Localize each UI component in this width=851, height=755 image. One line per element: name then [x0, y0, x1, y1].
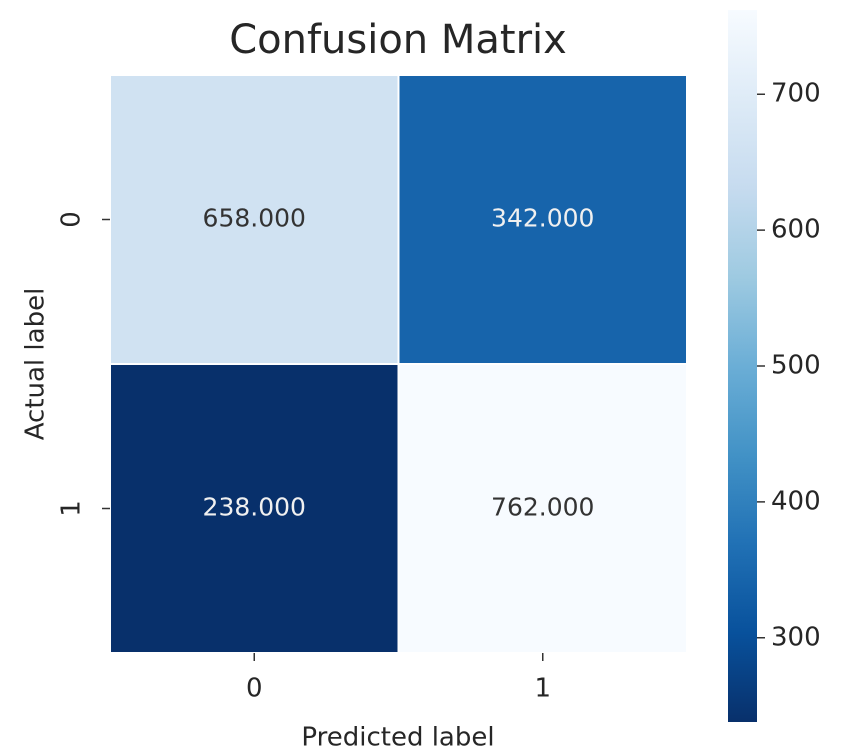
colorbar-tick-label: 600 [771, 215, 821, 245]
heatmap-cell [397, 363, 688, 654]
y-tick-label: 1 [57, 500, 87, 517]
x-tick-label: 1 [534, 674, 551, 704]
x-axis-label: Predicted label [301, 723, 494, 753]
cell-value-label: 658.000 [203, 204, 306, 233]
chart-title: Confusion Matrix [229, 17, 567, 63]
heatmap-cell [109, 74, 400, 365]
y-axis-label: Actual label [21, 288, 51, 441]
colorbar-tick-label: 300 [771, 622, 821, 652]
heatmap-cell [109, 363, 400, 654]
cell-value-label: 342.000 [491, 204, 594, 233]
colorbar-tick-label: 400 [771, 486, 821, 516]
colorbar [728, 10, 757, 722]
colorbar-tick-label: 500 [771, 351, 821, 381]
x-tick-label: 0 [246, 674, 263, 704]
colorbar-tick-label: 700 [771, 79, 821, 109]
cell-value-label: 762.000 [491, 493, 594, 522]
cell-value-label: 238.000 [203, 493, 306, 522]
heatmap-cell [397, 74, 688, 365]
y-tick-label: 0 [57, 211, 87, 228]
